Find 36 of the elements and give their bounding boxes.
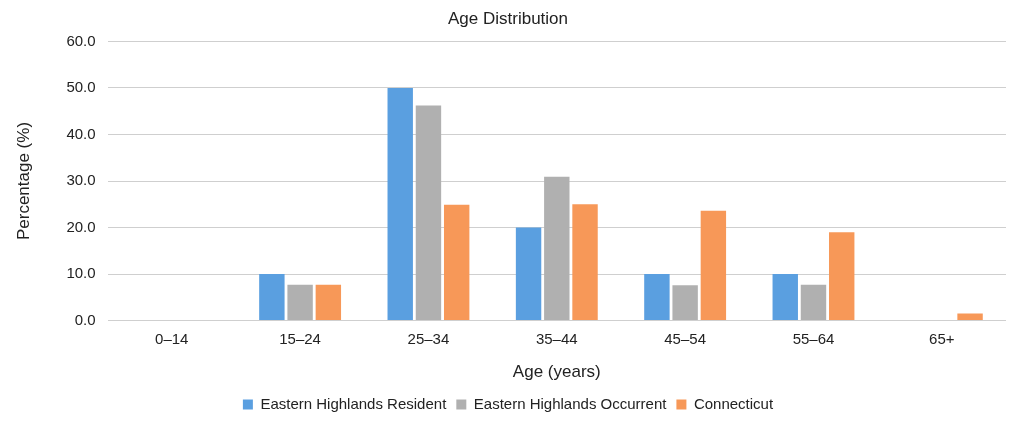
y-tick-label: 40.0 [66, 124, 96, 142]
x-axis-title: Age (years) [512, 362, 601, 382]
bar [957, 313, 983, 321]
bar [443, 204, 470, 321]
x-tick-label: 0–14 [155, 329, 189, 347]
legend-label: Eastern Highlands Occurrent [473, 394, 668, 412]
bar [829, 232, 855, 321]
bar [287, 284, 313, 321]
bar [387, 87, 413, 321]
chart-title: Age Distribution [447, 8, 569, 28]
legend-label: Connecticut [693, 394, 774, 412]
legend-label: Eastern Highlands Resident [260, 394, 448, 412]
bar [572, 204, 598, 321]
bar [415, 105, 442, 321]
bar [644, 274, 670, 321]
bar [772, 274, 798, 321]
y-tick-label: 20.0 [66, 217, 96, 235]
x-tick-label: 15–24 [279, 329, 321, 347]
y-tick-label: 30.0 [66, 171, 96, 189]
bar [700, 210, 727, 321]
y-tick-label: 0.0 [74, 310, 96, 328]
x-tick-label: 55–64 [792, 329, 835, 347]
bar [315, 284, 342, 321]
x-tick-label: 35–44 [535, 329, 578, 347]
bar [259, 274, 285, 321]
x-tick-label: 25–34 [407, 329, 450, 347]
bar [515, 227, 542, 321]
x-tick-label: 45–54 [664, 329, 706, 347]
y-tick-label: 60.0 [66, 31, 96, 49]
x-tick-label: 65+ [929, 329, 955, 347]
y-tick-label: 50.0 [66, 78, 96, 96]
bar [544, 176, 570, 321]
y-axis-title: Percentage (%) [13, 121, 33, 241]
bar [800, 284, 827, 321]
y-tick-label: 10.0 [66, 264, 96, 282]
bar [672, 285, 698, 321]
